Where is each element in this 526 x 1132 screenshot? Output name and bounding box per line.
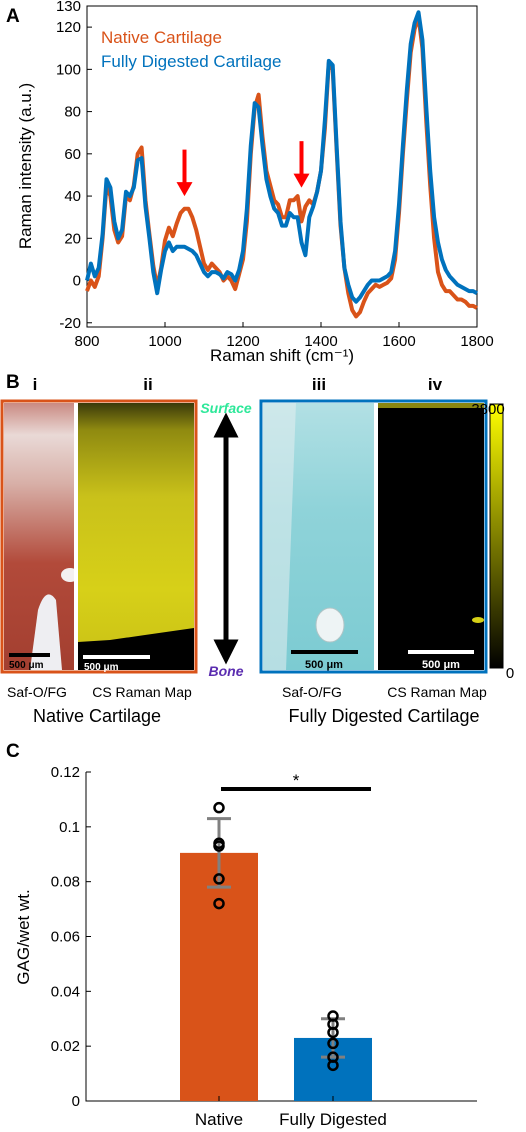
a-xtick-label: 1600 <box>382 333 415 350</box>
digested-group-frame <box>259 399 488 674</box>
plot-a-ylabel: Raman intensity (a.u.) <box>16 83 35 249</box>
red-arrow-head <box>293 173 310 188</box>
plot-a-arrows <box>176 141 310 197</box>
plot-a-xlabel: Raman shift (cm⁻¹) <box>210 346 354 365</box>
c-ytick-label: 0 <box>72 1093 80 1110</box>
series-line-digested <box>85 10 478 304</box>
caption-ii: CS Raman Map <box>92 684 192 700</box>
a-ytick-label: 120 <box>56 19 81 36</box>
plot-a-yticks: -20 0 20 40 60 80 100 120 130 <box>56 0 92 332</box>
panel-label-a: A <box>6 6 20 27</box>
a-xtick-label: 1800 <box>460 333 493 350</box>
c-ytick-label: 0.06 <box>51 929 80 946</box>
a-xtick-label: 1200 <box>226 333 259 350</box>
red-arrow-head <box>176 182 193 197</box>
raman-native-map <box>78 403 194 670</box>
c-ytick-label: 0.08 <box>51 874 80 891</box>
data-point <box>213 897 225 910</box>
surface-label: Surface <box>200 400 252 416</box>
scalebar-iv-label: 500 μm <box>422 659 460 671</box>
c-xtick-label: Native <box>195 1110 243 1129</box>
sublabel-iv: iv <box>428 375 443 394</box>
data-point <box>213 840 225 852</box>
bar-native <box>180 852 258 1101</box>
a-ytick-label: -20 <box>59 315 81 332</box>
c-xtick-label: Fully Digested <box>279 1110 387 1129</box>
group-title-digested: Fully Digested Cartilage <box>288 706 479 726</box>
legend-native: Native Cartilage <box>101 28 222 47</box>
a-ytick-label: 60 <box>64 146 81 163</box>
data-point <box>327 1059 339 1072</box>
a-ytick-label: 20 <box>64 230 81 247</box>
colorbar <box>489 403 504 669</box>
c-ytick-label: 0.12 <box>51 764 80 781</box>
colorbar-max: 3800 <box>471 401 504 418</box>
plot-c-yticks: 0 0.02 0.04 0.06 0.08 0.1 0.12 <box>51 764 91 1110</box>
a-ytick-label: 0 <box>73 273 81 290</box>
a-xtick-label: 1400 <box>304 333 337 350</box>
safo-digested-edge <box>263 403 296 670</box>
safo-digested-spot <box>315 607 345 643</box>
a-ytick-label: 100 <box>56 61 81 78</box>
image-gap-2 <box>374 403 378 670</box>
caption-iii: Saf-O/FG <box>282 684 342 700</box>
plot-c-ylabel: GAG/wet wt. <box>14 889 33 984</box>
bone-label: Bone <box>209 663 244 679</box>
data-point <box>213 801 225 814</box>
safo-native-subchondral <box>30 594 62 670</box>
raman-native-bone-region <box>78 628 194 670</box>
plot-c-xticks: Native Fully Digested <box>195 1096 387 1129</box>
raman-digested-spot <box>472 617 484 623</box>
legend-digested: Fully Digested Cartilage <box>101 52 281 71</box>
c-ytick-label: 0.1 <box>59 819 80 836</box>
sublabel-iii: iii <box>312 375 326 394</box>
scalebar-iii-label: 500 μm <box>305 659 343 671</box>
raman-digested-surface <box>378 403 484 408</box>
plot-a-lines <box>85 10 478 319</box>
data-point <box>327 1026 339 1039</box>
c-ytick-label: 0.02 <box>51 1038 80 1055</box>
a-ytick-label: 80 <box>64 104 81 121</box>
scalebar-i-label: 500 μm <box>9 660 44 671</box>
sublabel-i: i <box>33 375 38 394</box>
native-group-frame <box>0 399 198 674</box>
a-ytick-label: 130 <box>56 0 81 15</box>
image-gap <box>74 403 78 670</box>
significance-star: * <box>293 771 300 790</box>
caption-iv: CS Raman Map <box>387 684 487 700</box>
plot-a-xticks: 800 1000 1200 1400 1600 1800 <box>74 322 494 350</box>
group-title-native: Native Cartilage <box>33 706 161 726</box>
panel-label-b: B <box>6 372 20 393</box>
scalebar-ii-label: 500 μm <box>84 662 119 673</box>
a-xtick-label: 800 <box>74 333 99 350</box>
sublabel-ii: ii <box>143 375 152 394</box>
plot-c-bars <box>180 801 372 1101</box>
plot-a-frame <box>86 5 478 328</box>
raman-digested-map <box>378 403 484 670</box>
panel-label-c: C <box>6 741 20 762</box>
caption-i: Saf-O/FG <box>7 684 67 700</box>
a-xtick-label: 1000 <box>148 333 181 350</box>
data-point <box>213 873 225 885</box>
colorbar-min: 0 <box>506 665 514 682</box>
plot-c-axes <box>85 772 477 1102</box>
c-ytick-label: 0.04 <box>51 983 80 1000</box>
a-ytick-label: 40 <box>64 188 81 205</box>
data-point <box>327 1037 339 1050</box>
